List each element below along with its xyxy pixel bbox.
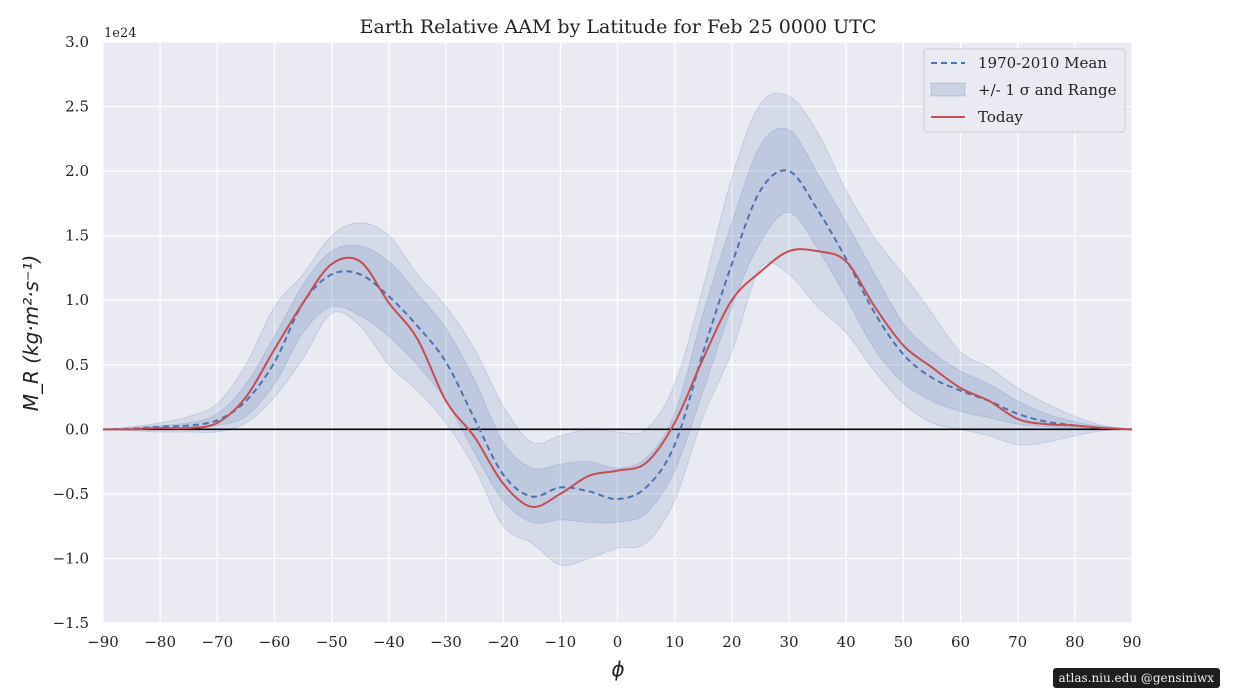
x-tick-label: 0 (613, 633, 623, 651)
x-tick-label: −20 (487, 633, 519, 651)
legend-label-today: Today (978, 108, 1023, 126)
x-tick-label: −50 (316, 633, 348, 651)
x-tick-label: 10 (665, 633, 684, 651)
x-tick-label: 30 (779, 633, 798, 651)
x-tick-label: 90 (1122, 633, 1141, 651)
x-tick-label: −90 (87, 633, 119, 651)
legend-label-band: +/- 1 σ and Range (978, 81, 1117, 99)
x-tick-label: −80 (144, 633, 176, 651)
legend: 1970-2010 Mean +/- 1 σ and Range Today (923, 48, 1126, 133)
y-tick-label: 2.0 (65, 162, 89, 180)
mean-line (102, 169, 1133, 501)
y-axis-label: M_R (kg·m²·s⁻¹) (19, 255, 43, 412)
x-tick-label: −70 (202, 633, 234, 651)
y-tick-label: 0.0 (65, 420, 89, 438)
y-offset-label: 1e24 (104, 26, 137, 41)
x-tick-label: −60 (259, 633, 291, 651)
legend-box (923, 48, 1126, 133)
y-tick-labels: −1.5 −1.0 −0.5 0.0 0.5 1.0 1.5 2.0 2.5 3.0 (53, 33, 89, 632)
x-tick-label: 80 (1065, 633, 1084, 651)
x-tick-labels: −90 −80 −70 −60 −50 −40 −30 −20 −10 0 10 20 30 40 50 60… (87, 633, 1141, 651)
grid (102, 41, 1133, 624)
x-tick-label: 60 (951, 633, 970, 651)
legend-swatch-band (930, 82, 966, 97)
y-tick-label: 1.5 (65, 227, 89, 245)
y-tick-label: 2.5 (65, 98, 89, 116)
today-line (102, 248, 1133, 508)
x-tick-label: 40 (837, 633, 856, 651)
y-tick-label: −1.5 (53, 614, 89, 632)
y-tick-label: −0.5 (53, 485, 89, 503)
x-tick-label: −10 (545, 633, 577, 651)
x-tick-label: −40 (373, 633, 405, 651)
y-tick-label: 1.0 (65, 291, 89, 309)
chart-title: Earth Relative AAM by Latitude for Feb 2… (360, 16, 877, 38)
legend-label-mean: 1970-2010 Mean (978, 54, 1107, 72)
watermark: atlas.niu.edu @gensiniwx (1052, 668, 1220, 688)
y-tick-label: 0.5 (65, 356, 89, 374)
x-axis-label: ϕ (611, 657, 624, 681)
x-tick-label: 20 (722, 633, 741, 651)
x-tick-label: −30 (430, 633, 462, 651)
x-tick-label: 50 (894, 633, 913, 651)
y-tick-label: −1.0 (53, 549, 89, 567)
y-tick-label: 3.0 (65, 33, 89, 51)
x-tick-label: 70 (1008, 633, 1027, 651)
